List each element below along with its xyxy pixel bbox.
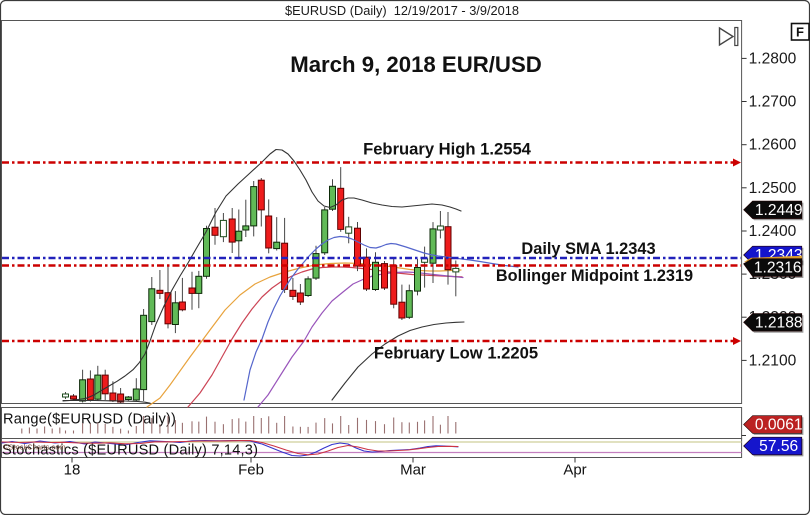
svg-text:1.2700: 1.2700 [749, 94, 797, 111]
svg-text:18: 18 [64, 462, 81, 479]
svg-text:1.2600: 1.2600 [749, 137, 797, 154]
svg-text:Feb: Feb [238, 462, 264, 479]
svg-text:1.2100: 1.2100 [749, 352, 797, 369]
svg-text:1.2400: 1.2400 [749, 223, 797, 240]
svg-text:1.2316: 1.2316 [754, 260, 802, 277]
svg-text:57.56: 57.56 [759, 438, 798, 455]
svg-text:$EURUSD (Daily) 12/19/2017 -: $EURUSD (Daily) 12/19/2017 - 3/9/2018 [285, 3, 519, 18]
svg-text:Apr: Apr [563, 462, 586, 479]
svg-text:Bollinger Midpoint 1.2319: Bollinger Midpoint 1.2319 [496, 267, 693, 285]
svg-text:1.2449: 1.2449 [755, 202, 803, 219]
svg-text:February Low 1.2205: February Low 1.2205 [374, 344, 538, 363]
svg-text:Stochastics ($EURUSD (Daily) 7: Stochastics ($EURUSD (Daily) 7,14,3) [2, 443, 258, 459]
svg-text:1.2500: 1.2500 [749, 180, 797, 197]
svg-text:Daily SMA 1.2343: Daily SMA 1.2343 [521, 240, 655, 258]
svg-text:0.0061: 0.0061 [755, 417, 803, 434]
svg-text:1.2188: 1.2188 [755, 314, 803, 331]
svg-text:©StockCharts.com: ©StockCharts.com [3, 443, 66, 452]
svg-text:Range($EURUSD (Daily)): Range($EURUSD (Daily)) [3, 412, 176, 428]
svg-text:Mar: Mar [400, 462, 426, 479]
svg-text:1.2800: 1.2800 [749, 50, 797, 67]
svg-text:F: F [796, 25, 804, 40]
svg-text:February High 1.2554: February High 1.2554 [363, 140, 532, 159]
svg-text:March 9, 2018 EUR/USD: March 9, 2018 EUR/USD [290, 52, 542, 77]
